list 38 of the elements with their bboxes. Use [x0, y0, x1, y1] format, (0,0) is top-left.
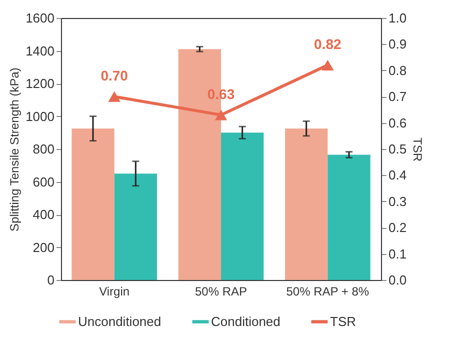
y2-tick-label: 0.4 — [388, 168, 407, 183]
y-tick-label: 800 — [32, 142, 54, 156]
y2-tick-label: 1.0 — [388, 10, 407, 26]
data-label: 0.82 — [314, 36, 342, 52]
y2-tick-label: 0.1 — [388, 246, 407, 262]
bar — [114, 174, 157, 280]
x-tick-label: Virgin — [99, 284, 130, 298]
y-tick-label: 200 — [32, 240, 54, 255]
point — [214, 110, 228, 120]
y-axis-title: Splitting Tensile Strength (kPa) — [8, 68, 22, 232]
legend-label: Unconditioned — [78, 314, 162, 329]
y2-tick-label: 0.0 — [388, 272, 407, 288]
x-tick-label: 50% RAP — [194, 284, 248, 298]
y-tick-label: 600 — [32, 174, 54, 190]
y-tick-label: 1000 — [26, 108, 54, 124]
point — [108, 91, 120, 102]
bar — [72, 128, 114, 280]
y2-tick-label: 0.3 — [388, 194, 407, 209]
point — [322, 60, 334, 70]
y2-tick-label: 0.2 — [388, 220, 407, 236]
y2-tick-label: 0.8 — [388, 62, 407, 78]
legend-label: Conditioned — [211, 314, 280, 329]
data-label: 0.70 — [100, 68, 128, 84]
y2-tick-label: 0.5 — [388, 142, 407, 156]
x-tick-label: 50% RAP + 8% — [286, 284, 370, 298]
y-tick-label: 0 — [47, 272, 54, 288]
bar — [221, 132, 264, 280]
legend-label: TSR — [330, 314, 356, 329]
bar — [285, 128, 328, 280]
bar — [328, 154, 370, 280]
y2-axis-title: TSR — [410, 138, 425, 162]
y2-tick-label: 0.9 — [388, 36, 407, 52]
y-tick-label: 1400 — [26, 43, 54, 58]
y2-tick-label: 0.7 — [388, 89, 407, 104]
y-tick-label: 1200 — [26, 76, 54, 91]
y-tick-label: 400 — [32, 207, 54, 222]
y2-tick-label: 0.6 — [388, 115, 407, 130]
y-tick-label: 1600 — [26, 10, 54, 26]
